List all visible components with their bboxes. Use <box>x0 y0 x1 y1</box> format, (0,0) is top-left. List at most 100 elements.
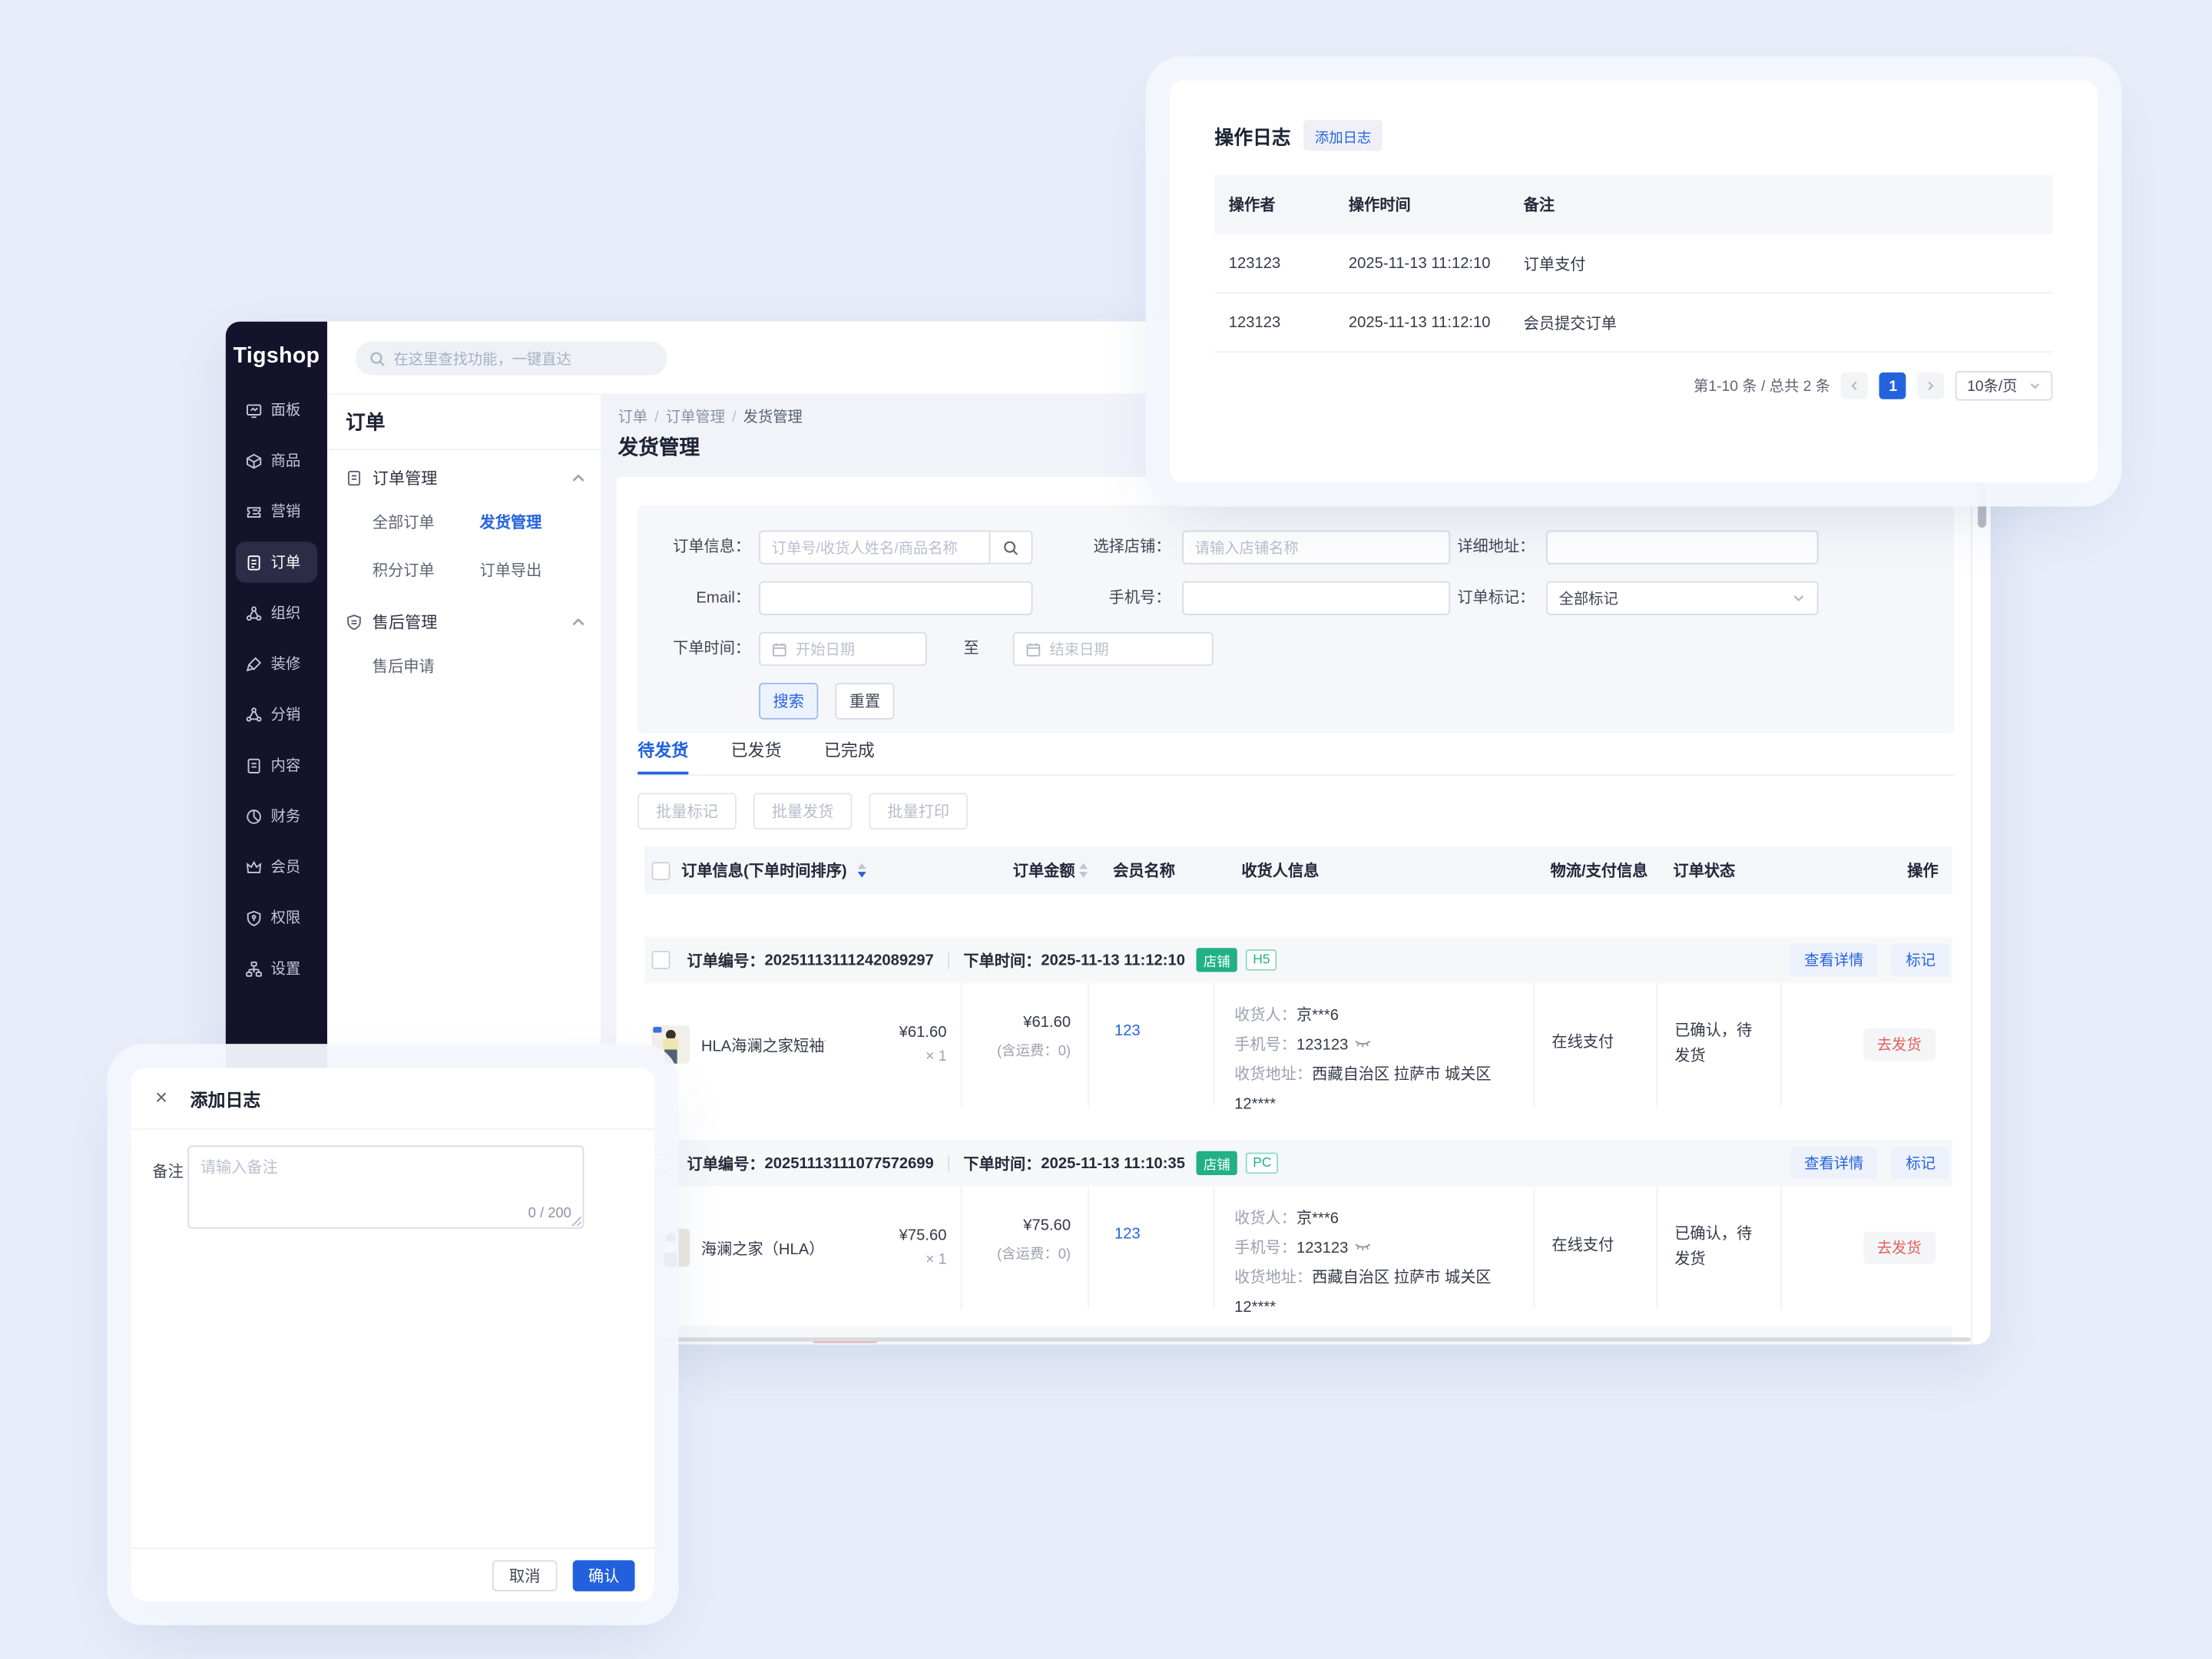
product-image[interactable] <box>651 1228 690 1267</box>
nav-item-aftersales-apply[interactable]: 售后申请 <box>372 658 435 676</box>
page-size-select[interactable]: 10条/页 <box>1955 371 2053 401</box>
sort-amount-icon[interactable] <box>1079 863 1088 878</box>
nav-item-points-orders[interactable]: 积分订单 <box>372 562 435 580</box>
mark-button[interactable]: 标记 <box>1892 1147 1950 1180</box>
nav-group-order-management[interactable]: 订单管理 <box>327 450 601 498</box>
close-icon[interactable]: × <box>155 1086 168 1111</box>
search-icon <box>370 351 385 366</box>
main-content: 订单 / 订单管理 / 发货管理 发货管理 订单信息： 订单号/收货人姓名/商品名称 选… <box>602 395 1971 1345</box>
pagination-info: 第1-10 条 / 总共 2 条 <box>1694 378 1830 396</box>
reset-button[interactable]: 重置 <box>835 682 895 720</box>
breadcrumb-item[interactable]: 订单管理 <box>665 409 725 426</box>
scrollbar-gutter <box>1970 395 1991 1345</box>
table-spacer <box>644 894 1953 937</box>
product-name[interactable]: HLA海澜之家短袖T恤女... <box>700 1037 826 1055</box>
tab-pending-shipment[interactable]: 待发货 <box>637 733 689 775</box>
next-page-button[interactable] <box>1917 372 1945 399</box>
ship-button[interactable]: 去发货 <box>1863 1231 1936 1264</box>
page-number-button[interactable]: 1 <box>1879 372 1907 399</box>
col-operator: 操作者 <box>1228 197 1276 215</box>
char-counter: 0 / 200 <box>528 1206 571 1222</box>
select-all-checkbox[interactable] <box>651 861 671 880</box>
log-row: 123123 2025-11-13 11:12:10 订单支付 <box>1214 234 2053 294</box>
order-time: 2025-11-13 11:12:10 <box>1041 951 1186 969</box>
product-price: ¥75.60 <box>899 1227 947 1244</box>
col-actions: 操作 <box>1907 863 1939 881</box>
nav-item-shipping-management[interactable]: 发货管理 <box>479 515 542 532</box>
order-product-row: 海澜之家（HLA）长袖... ¥75.60 × 1 ¥75.60 (含运费：0)… <box>644 1186 1953 1316</box>
global-search-input[interactable]: 在这里查找功能，一键直达 <box>355 341 667 376</box>
channel-badge: H5 <box>1246 949 1277 971</box>
view-detail-button[interactable]: 查看详情 <box>1790 943 1878 977</box>
receiver-address: 西藏自治区 拉萨市 城关区 12**** <box>1234 1066 1492 1113</box>
product-image[interactable] <box>651 1025 690 1064</box>
sidebar-item-members[interactable]: 会员 <box>236 846 318 887</box>
product-name[interactable]: 海澜之家（HLA）长袖... <box>700 1240 826 1258</box>
order-info-input[interactable]: 订单号/收货人姓名/商品名称 <box>759 530 991 565</box>
eye-toggle-icon[interactable] <box>1354 1242 1371 1255</box>
cancel-button[interactable]: 取消 <box>492 1559 558 1591</box>
tab-shipped[interactable]: 已发货 <box>730 740 782 760</box>
batch-ship-button[interactable]: 批量发货 <box>753 793 853 830</box>
order-number: 20251113111242089297 <box>764 951 934 969</box>
order-checkbox[interactable] <box>651 950 671 969</box>
member-link[interactable]: 123 <box>1114 1022 1141 1040</box>
chevron-left-icon <box>1852 381 1858 391</box>
vertical-scrollbar-thumb[interactable] <box>1977 474 1986 528</box>
batch-mark-button[interactable]: 批量标记 <box>637 793 737 830</box>
eye-toggle-icon[interactable] <box>1354 1039 1371 1052</box>
batch-actions: 批量标记 批量发货 批量打印 <box>637 793 968 830</box>
nav-item-all-orders[interactable]: 全部订单 <box>372 515 435 532</box>
member-link[interactable]: 123 <box>1114 1226 1141 1243</box>
sidebar-item-products[interactable]: 商品 <box>236 440 318 481</box>
resize-handle-icon[interactable] <box>571 1216 581 1227</box>
tab-completed[interactable]: 已完成 <box>823 740 875 760</box>
content-card: 订单信息： 订单号/收货人姓名/商品名称 选择店铺： 请输入店铺名称 详细地址：… <box>616 476 1971 1345</box>
sidebar-item-organization[interactable]: 组织 <box>236 592 318 633</box>
add-log-button[interactable]: 添加日志 <box>1303 120 1382 151</box>
sidebar-item-settings[interactable]: 设置 <box>236 948 318 988</box>
address-input[interactable] <box>1546 530 1819 565</box>
chevron-up-icon[interactable] <box>570 470 587 487</box>
sort-order-info-icon[interactable] <box>858 863 867 878</box>
email-input[interactable] <box>759 581 1033 615</box>
order-info-search-button[interactable] <box>990 530 1033 565</box>
search-button[interactable]: 搜索 <box>759 682 819 720</box>
mark-button[interactable]: 标记 <box>1892 943 1950 977</box>
sidebar-item-distribution[interactable]: 分销 <box>236 694 318 735</box>
date-end-input[interactable]: 结束日期 <box>1012 631 1214 666</box>
ship-button[interactable]: 去发货 <box>1863 1028 1936 1061</box>
shop-input[interactable]: 请输入店铺名称 <box>1182 530 1451 565</box>
date-start-input[interactable]: 开始日期 <box>759 631 927 666</box>
sidebar-item-finance[interactable]: 财务 <box>236 796 318 836</box>
confirm-button[interactable]: 确认 <box>572 1559 635 1591</box>
sidebar-item-marketing[interactable]: 营销 <box>236 491 318 531</box>
divider <box>327 449 601 450</box>
nav-group-aftersales[interactable]: 售后管理 <box>327 594 601 641</box>
view-detail-button[interactable]: 查看详情 <box>1790 1147 1878 1180</box>
batch-print-button[interactable]: 批量打印 <box>869 793 968 830</box>
order-group-row: 订单编号： 20251113111077572699 下单时间： 2025-11… <box>644 1140 1953 1187</box>
breadcrumb-item[interactable]: 订单 <box>618 409 648 426</box>
sidebar-item-dashboard[interactable]: 面板 <box>236 389 318 430</box>
sidebar-item-content[interactable]: 内容 <box>236 745 318 786</box>
primary-nav: 面板 商品 营销 订单 组织 <box>226 389 327 998</box>
horizontal-scrollbar[interactable] <box>616 1337 1971 1342</box>
order-tag-select[interactable]: 全部标记 <box>1546 581 1819 615</box>
order-amount: ¥61.60 <box>1023 1014 1071 1031</box>
nav-item-order-export[interactable]: 订单导出 <box>479 562 542 580</box>
order-product-row: HLA海澜之家短袖T恤女... ¥61.60 × 1 ¥61.60 (含运费：0… <box>644 983 1953 1113</box>
order-status: 已确认，待发货 <box>1656 983 1780 1106</box>
sidebar-item-decoration[interactable]: 装修 <box>236 644 318 684</box>
ticket-icon <box>247 506 261 518</box>
note-textarea[interactable]: 请输入备注 0 / 200 <box>187 1145 584 1229</box>
payment-method: 在线支付 <box>1533 983 1657 1106</box>
order-status: 已确认，待发货 <box>1656 1186 1780 1310</box>
sidebar-item-orders[interactable]: 订单 <box>235 541 318 583</box>
order-file-icon <box>247 555 260 570</box>
phone-input[interactable] <box>1182 581 1451 615</box>
prev-page-button[interactable] <box>1841 372 1869 399</box>
chevron-up-icon[interactable] <box>570 614 587 631</box>
sidebar-item-permissions[interactable]: 权限 <box>236 897 318 938</box>
shield-key-icon <box>247 909 261 926</box>
